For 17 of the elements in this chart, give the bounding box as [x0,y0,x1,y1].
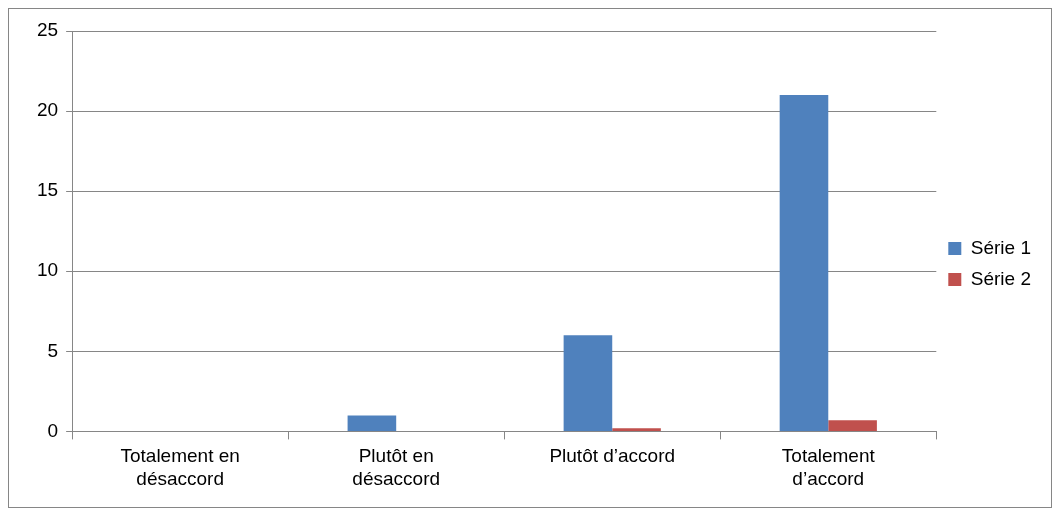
x-tick-label: Plutôt en désaccord [352,445,441,489]
legend-label: Série 1 [970,236,1031,258]
bar [779,95,829,431]
y-tick-label: 10 [36,259,59,281]
y-tick-label: 5 [47,339,59,361]
x-tick-label: Totalement d’accord [781,445,876,489]
bar [347,415,397,431]
legend-label: Série 2 [970,267,1031,289]
bar [612,428,661,431]
y-tick-label: 25 [36,19,59,41]
x-tick-label: Totalement en désaccord [120,445,240,489]
bar [563,335,613,431]
y-tick-label: 15 [36,179,59,201]
y-tick-label: 20 [36,99,59,121]
x-tick-label: Plutôt d’accord [549,445,676,467]
bar [828,420,877,431]
y-tick-label: 0 [47,419,59,441]
